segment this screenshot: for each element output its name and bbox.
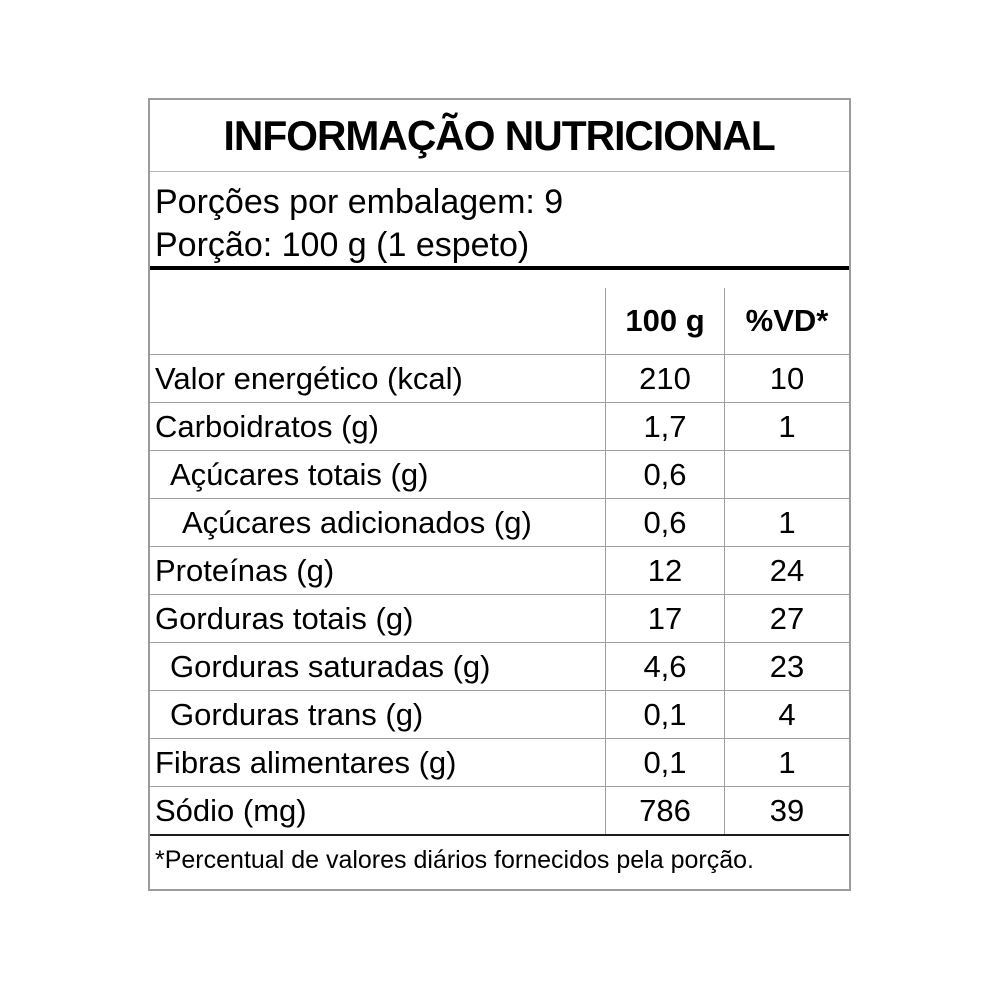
nutrient-label: Gorduras totais (g): [155, 600, 414, 636]
table-header-row: 100 g %VD*: [150, 288, 849, 354]
nutrient-dv: 1: [724, 403, 849, 450]
page-title: INFORMAÇÃO NUTRICIONAL: [223, 111, 776, 159]
thick-divider: [150, 266, 849, 270]
table-row: Carboidratos (g) 1,7 1: [150, 402, 849, 450]
nutrient-dv: 27: [724, 595, 849, 642]
nutrient-dv: 24: [724, 547, 849, 594]
nutrient-amount: 0,6: [605, 499, 724, 546]
table-row: Gorduras trans (g) 0,1 4: [150, 690, 849, 738]
header-dv-column: %VD*: [724, 288, 849, 354]
nutrient-amount: 1,7: [605, 403, 724, 450]
table-row: Sódio (mg) 786 39: [150, 786, 849, 834]
table-row: Valor energético (kcal) 210 10: [150, 354, 849, 402]
footnote: *Percentual de valores diários fornecido…: [155, 846, 754, 874]
nutrient-label: Valor energético (kcal): [155, 360, 463, 396]
nutrient-label: Fibras alimentares (g): [155, 744, 457, 780]
table-row: Açúcares adicionados (g) 0,6 1: [150, 498, 849, 546]
table-row: Fibras alimentares (g) 0,1 1: [150, 738, 849, 786]
nutrient-rows: Valor energético (kcal) 210 10 Carboidra…: [150, 354, 849, 834]
nutrient-label: Açúcares totais (g): [170, 456, 429, 492]
table-row: Gorduras totais (g) 17 27: [150, 594, 849, 642]
nutrient-label: Gorduras trans (g): [170, 696, 424, 732]
nutrient-amount: 0,6: [605, 451, 724, 498]
nutrient-dv: 4: [724, 691, 849, 738]
nutrient-table: 100 g %VD* Valor energético (kcal) 210 1…: [150, 288, 849, 834]
header-nutrient-column: [150, 288, 605, 354]
nutrient-amount: 0,1: [605, 739, 724, 786]
nutrient-amount: 4,6: [605, 643, 724, 690]
nutrient-amount: 12: [605, 547, 724, 594]
nutrient-dv: 23: [724, 643, 849, 690]
serving-section: Porções por embalagem: 9 Porção: 100 g (…: [150, 172, 849, 266]
nutrient-amount: 786: [605, 787, 724, 834]
title-section: INFORMAÇÃO NUTRICIONAL: [150, 100, 849, 172]
nutrient-dv: 10: [724, 355, 849, 402]
nutrient-dv: 39: [724, 787, 849, 834]
nutrient-label: Sódio (mg): [155, 792, 307, 828]
nutrient-dv: 1: [724, 739, 849, 786]
header-amount-column: 100 g: [605, 288, 724, 354]
nutrient-dv: [724, 451, 849, 498]
nutrient-label: Carboidratos (g): [155, 408, 379, 444]
nutrient-amount: 210: [605, 355, 724, 402]
portion-size: Porção: 100 g (1 espeto): [155, 226, 530, 264]
table-row: Proteínas (g) 12 24: [150, 546, 849, 594]
table-row: Açúcares totais (g) 0,6: [150, 450, 849, 498]
footnote-divider: [150, 834, 849, 836]
nutrient-dv: 1: [724, 499, 849, 546]
table-row: Gorduras saturadas (g) 4,6 23: [150, 642, 849, 690]
nutrition-label: INFORMAÇÃO NUTRICIONAL Porções por embal…: [148, 98, 851, 891]
nutrient-amount: 0,1: [605, 691, 724, 738]
nutrient-amount: 17: [605, 595, 724, 642]
nutrient-label: Gorduras saturadas (g): [170, 648, 491, 684]
nutrient-label: Proteínas (g): [155, 552, 335, 588]
nutrient-label: Açúcares adicionados (g): [182, 504, 532, 540]
servings-per-package: Porções por embalagem: 9: [155, 183, 564, 221]
